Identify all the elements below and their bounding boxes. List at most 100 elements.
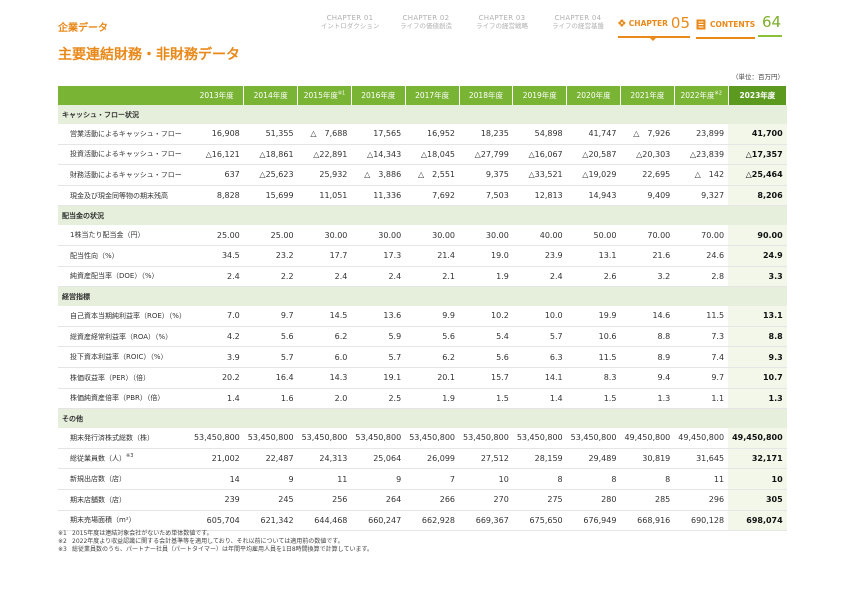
- data-cell: 305: [728, 489, 787, 511]
- table-row: 投下資本利益率（ROIC）（%） 3.9 5.7 6.0 5.7 6.2 5.6 6.3 11.…: [58, 346, 787, 368]
- data-cell: 8: [512, 468, 567, 490]
- data-cell: 10.2: [459, 306, 513, 327]
- data-cell: 8: [620, 468, 675, 490]
- data-cell: 53,450,800: [566, 428, 621, 449]
- footnote-text: 総従業員数のうち、パートナー社員（パートタイマー）は年間平均雇用人員を1日8時間…: [72, 546, 373, 553]
- data-cell: 17,565: [351, 124, 406, 145]
- year-note: ※1: [337, 90, 346, 97]
- data-cell: 40.00: [512, 225, 567, 246]
- data-cell: 49,450,800: [674, 428, 729, 449]
- data-cell: 13.6: [351, 306, 406, 327]
- data-cell: 5.6: [405, 326, 460, 348]
- data-cell: △ 7,926: [620, 124, 675, 145]
- nav-chapter-title: ライフの経営基盤: [552, 22, 604, 30]
- data-cell: 32,171: [728, 448, 787, 470]
- nav-chapter-05-active[interactable]: CHAPTER 05: [618, 10, 690, 38]
- active-chapter-number: 05: [670, 14, 690, 32]
- data-cell: 6.2: [297, 326, 352, 348]
- data-cell: 660,247: [351, 510, 406, 532]
- active-chapter-word: CHAPTER: [628, 18, 668, 28]
- table-row: 純資産配当率（DOE）（%） 2.4 2.2 2.4 2.4 2.1 1.9 2.4 2.6 3.…: [58, 266, 787, 288]
- data-cell: 11.5: [674, 306, 729, 327]
- data-cell: 49,450,800: [620, 428, 675, 449]
- data-cell: △16,121: [189, 144, 244, 166]
- nav-chapter-04[interactable]: CHAPTER 04 ライフの経営基盤: [540, 12, 616, 38]
- year-header: 2019年度: [512, 86, 568, 105]
- row-label: 営業活動によるキャッシュ・フロー: [58, 124, 190, 145]
- data-cell: 27,512: [459, 448, 513, 470]
- data-cell: 6.2: [405, 346, 460, 368]
- data-cell: 53,450,800: [459, 428, 513, 449]
- data-cell: △33,521: [512, 164, 567, 186]
- data-cell: 22,695: [620, 164, 675, 186]
- data-cell: 1.9: [405, 388, 460, 410]
- data-cell: 2.6: [566, 266, 621, 288]
- data-cell: 19.9: [566, 306, 621, 327]
- year-header: 2017年度: [405, 86, 460, 105]
- data-cell: △22,891: [297, 144, 352, 166]
- row-note: ※3: [126, 453, 134, 460]
- contents-link[interactable]: CONTENTS: [696, 12, 756, 39]
- active-chapter-marker: [648, 36, 658, 41]
- table-row: 期末発行済株式総数（株） 53,450,800 53,450,800 53,450,8…: [58, 428, 787, 449]
- data-cell: 1.9: [459, 266, 513, 288]
- data-cell: 7,692: [405, 185, 460, 207]
- data-cell: 21.4: [405, 245, 460, 267]
- data-cell: 9.9: [405, 306, 460, 327]
- data-cell: 30.00: [297, 225, 352, 246]
- section-header-row: 経営指標: [58, 286, 787, 307]
- nav-chapter-label: CHAPTER 03: [478, 14, 526, 22]
- data-cell: 10: [728, 468, 787, 490]
- data-cell: 53,450,800: [297, 428, 352, 449]
- data-cell: 29,489: [566, 448, 621, 470]
- header-label-cell: [58, 86, 190, 105]
- data-cell: 25,064: [351, 448, 406, 470]
- data-cell: 13.1: [728, 306, 787, 327]
- data-cell: 270: [459, 489, 513, 511]
- data-cell: △ 142: [674, 164, 729, 186]
- data-cell: 11.5: [566, 346, 621, 368]
- table-row: 総資産経常利益率（ROA）（%） 4.2 5.6 6.2 5.9 5.6 5.4 5.7 10.…: [58, 326, 787, 348]
- contents-icon: [696, 19, 706, 29]
- data-cell: 19.0: [459, 245, 513, 267]
- data-cell: 51,355: [243, 124, 298, 145]
- data-cell: 10.0: [512, 306, 567, 327]
- data-cell: 2.4: [512, 266, 567, 288]
- data-cell: 675,650: [512, 510, 567, 532]
- data-cell: 9.7: [674, 367, 729, 389]
- nav-chapter-02[interactable]: CHAPTER 02 ライフの価値創造: [388, 12, 464, 38]
- nav-chapter-03[interactable]: CHAPTER 03 ライフの経営戦略: [464, 12, 540, 38]
- data-cell: 621,342: [243, 510, 298, 532]
- data-cell: 5.7: [512, 326, 567, 348]
- data-cell: 16,952: [405, 124, 460, 145]
- data-cell: 668,916: [620, 510, 675, 532]
- data-cell: 2.5: [351, 388, 406, 410]
- footnote-mark: ※1: [58, 530, 67, 537]
- data-cell: 5.6: [243, 326, 298, 348]
- data-cell: 6.3: [512, 346, 567, 368]
- data-cell: 1.4: [512, 388, 567, 410]
- nav-chapter-01[interactable]: CHAPTER 01 イントロダクション: [312, 12, 388, 38]
- footnote-text: 2022年度より収益認識に関する会計基準等を適用しており、それ以前については適用…: [72, 538, 344, 545]
- footnote-mark: ※3: [58, 546, 67, 553]
- data-cell: 25.00: [189, 225, 244, 246]
- data-cell: 24.9: [728, 245, 787, 267]
- row-label: 1株当たり配当金（円）: [58, 225, 190, 246]
- data-cell: 9,327: [674, 185, 729, 207]
- data-cell: △19,029: [566, 164, 621, 186]
- data-cell: 16,908: [189, 124, 244, 145]
- data-cell: 1.3: [620, 388, 675, 410]
- data-cell: 14.5: [297, 306, 352, 327]
- data-cell: 49,450,800: [728, 428, 787, 449]
- data-cell: 21,002: [189, 448, 244, 470]
- table-row: 新規出店数（店） 14 9 11 9 7 10 8 8 8 11 10: [58, 468, 787, 490]
- data-cell: 24,313: [297, 448, 352, 470]
- chapter-nav: CHAPTER 01 イントロダクション CHAPTER 02 ライフの価値創造…: [312, 12, 616, 38]
- data-cell: 8.8: [728, 326, 787, 348]
- year-header: 2022年度※2: [674, 86, 729, 105]
- data-cell: 9: [351, 468, 406, 490]
- data-cell: 90.00: [728, 225, 787, 246]
- nav-chapter-label: CHAPTER 04: [554, 14, 602, 22]
- data-cell: 239: [189, 489, 244, 511]
- data-cell: 8.9: [620, 346, 675, 368]
